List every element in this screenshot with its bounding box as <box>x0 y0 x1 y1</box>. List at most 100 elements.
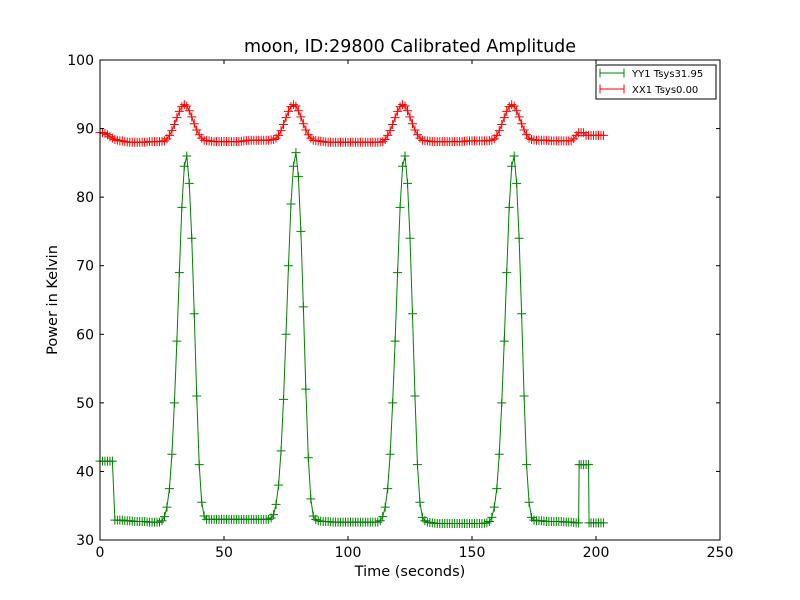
data-point-yy1 <box>187 233 197 243</box>
data-point-yy1 <box>276 446 286 456</box>
data-point-yy1 <box>155 517 165 527</box>
data-point-yy1 <box>169 398 179 408</box>
data-point-yy1 <box>405 233 415 243</box>
data-point-xx1 <box>177 102 187 112</box>
data-point-xx1 <box>400 101 410 111</box>
data-point-yy1 <box>574 518 584 528</box>
data-point-xx1 <box>380 135 390 145</box>
legend-label-yy1: YY1 Tsys31.95 <box>631 69 703 80</box>
data-point-yy1 <box>393 268 403 278</box>
data-point-yy1 <box>274 480 284 490</box>
data-point-yy1 <box>269 510 279 520</box>
data-point-yy1 <box>197 497 207 507</box>
data-point-yy1 <box>157 516 167 526</box>
data-point-xx1 <box>283 106 293 116</box>
legend-marker-xx1 <box>599 84 625 94</box>
data-point-yy1 <box>293 172 303 182</box>
data-point-xx1 <box>187 112 197 122</box>
data-point-xx1 <box>415 133 425 143</box>
data-point-yy1 <box>385 449 395 459</box>
data-point-xx1 <box>192 125 202 135</box>
data-point-xx1 <box>492 130 502 140</box>
data-point-yy1 <box>489 502 499 512</box>
data-point-xx1 <box>179 100 189 110</box>
y-tick-label: 60 <box>76 327 94 343</box>
y-tick-label: 40 <box>76 464 94 480</box>
data-point-yy1 <box>375 516 385 526</box>
data-point-xx1 <box>301 125 311 135</box>
data-point-yy1 <box>291 148 301 158</box>
data-point-xx1 <box>298 119 308 129</box>
data-point-xx1 <box>405 112 415 122</box>
y-tick-label: 80 <box>76 190 94 206</box>
data-point-yy1 <box>499 336 509 346</box>
data-point-yy1 <box>514 233 524 243</box>
data-point-yy1 <box>107 456 117 466</box>
data-point-xx1 <box>286 102 296 112</box>
data-point-yy1 <box>296 226 306 236</box>
data-point-xx1 <box>169 119 179 129</box>
data-point-xx1 <box>403 106 413 116</box>
data-point-xx1 <box>197 133 207 143</box>
data-point-xx1 <box>398 100 408 110</box>
data-point-yy1 <box>283 261 293 271</box>
data-point-xx1 <box>497 119 507 129</box>
data-point-yy1 <box>189 309 199 319</box>
data-point-yy1 <box>507 161 517 171</box>
data-point-yy1 <box>182 151 192 161</box>
data-point-yy1 <box>179 161 189 171</box>
data-point-xx1 <box>598 130 608 140</box>
tick-layer: 0 50 100 150 200 250 30 40 50 60 70 80 90 100 <box>67 53 733 561</box>
data-point-xx1 <box>182 101 192 111</box>
data-point-yy1 <box>522 460 532 470</box>
data-point-xx1 <box>279 119 289 129</box>
y-tick-label: 100 <box>67 53 94 69</box>
data-point-xx1 <box>102 130 112 140</box>
data-point-xx1 <box>189 119 199 129</box>
data-point-xx1 <box>276 126 286 136</box>
data-point-yy1 <box>117 515 127 525</box>
data-point-yy1 <box>509 151 519 161</box>
data-point-yy1 <box>584 460 594 470</box>
y-tick-label: 90 <box>76 122 94 138</box>
data-point-xx1 <box>407 119 417 129</box>
data-point-yy1 <box>279 394 289 404</box>
data-point-xx1 <box>395 102 405 112</box>
data-point-yy1 <box>167 449 177 459</box>
data-point-xx1 <box>164 130 174 140</box>
data-point-yy1 <box>162 502 172 512</box>
data-point-xx1 <box>487 135 497 145</box>
data-point-yy1 <box>395 202 405 212</box>
data-point-yy1 <box>388 398 398 408</box>
data-point-yy1 <box>484 516 494 526</box>
data-point-xx1 <box>388 119 398 129</box>
data-point-yy1 <box>303 453 313 463</box>
series-yy1 <box>95 148 608 529</box>
data-point-yy1 <box>519 391 529 401</box>
data-point-yy1 <box>164 484 174 494</box>
data-point-xx1 <box>107 133 117 143</box>
data-point-yy1 <box>400 151 410 161</box>
y-tick-label: 50 <box>76 396 94 412</box>
data-point-xx1 <box>274 130 284 140</box>
data-point-xx1 <box>172 113 182 123</box>
data-point-yy1 <box>378 512 388 522</box>
data-point-xx1 <box>509 101 519 111</box>
data-point-yy1 <box>504 202 514 212</box>
data-point-xx1 <box>383 130 393 140</box>
data-point-yy1 <box>420 516 430 526</box>
series-layer <box>95 100 608 529</box>
y-tick-label: 30 <box>76 533 94 549</box>
x-tick-label: 0 <box>96 545 105 561</box>
data-point-xx1 <box>519 125 529 135</box>
data-point-yy1 <box>288 161 298 171</box>
data-point-xx1 <box>281 113 291 123</box>
data-point-yy1 <box>192 391 202 401</box>
data-point-yy1 <box>492 484 502 494</box>
chart-title: moon, ID:29800 Calibrated Amplitude <box>244 37 576 57</box>
data-point-yy1 <box>390 336 400 346</box>
data-point-xx1 <box>291 101 301 111</box>
data-point-xx1 <box>524 133 534 143</box>
data-point-yy1 <box>177 202 187 212</box>
data-point-yy1 <box>494 449 504 459</box>
